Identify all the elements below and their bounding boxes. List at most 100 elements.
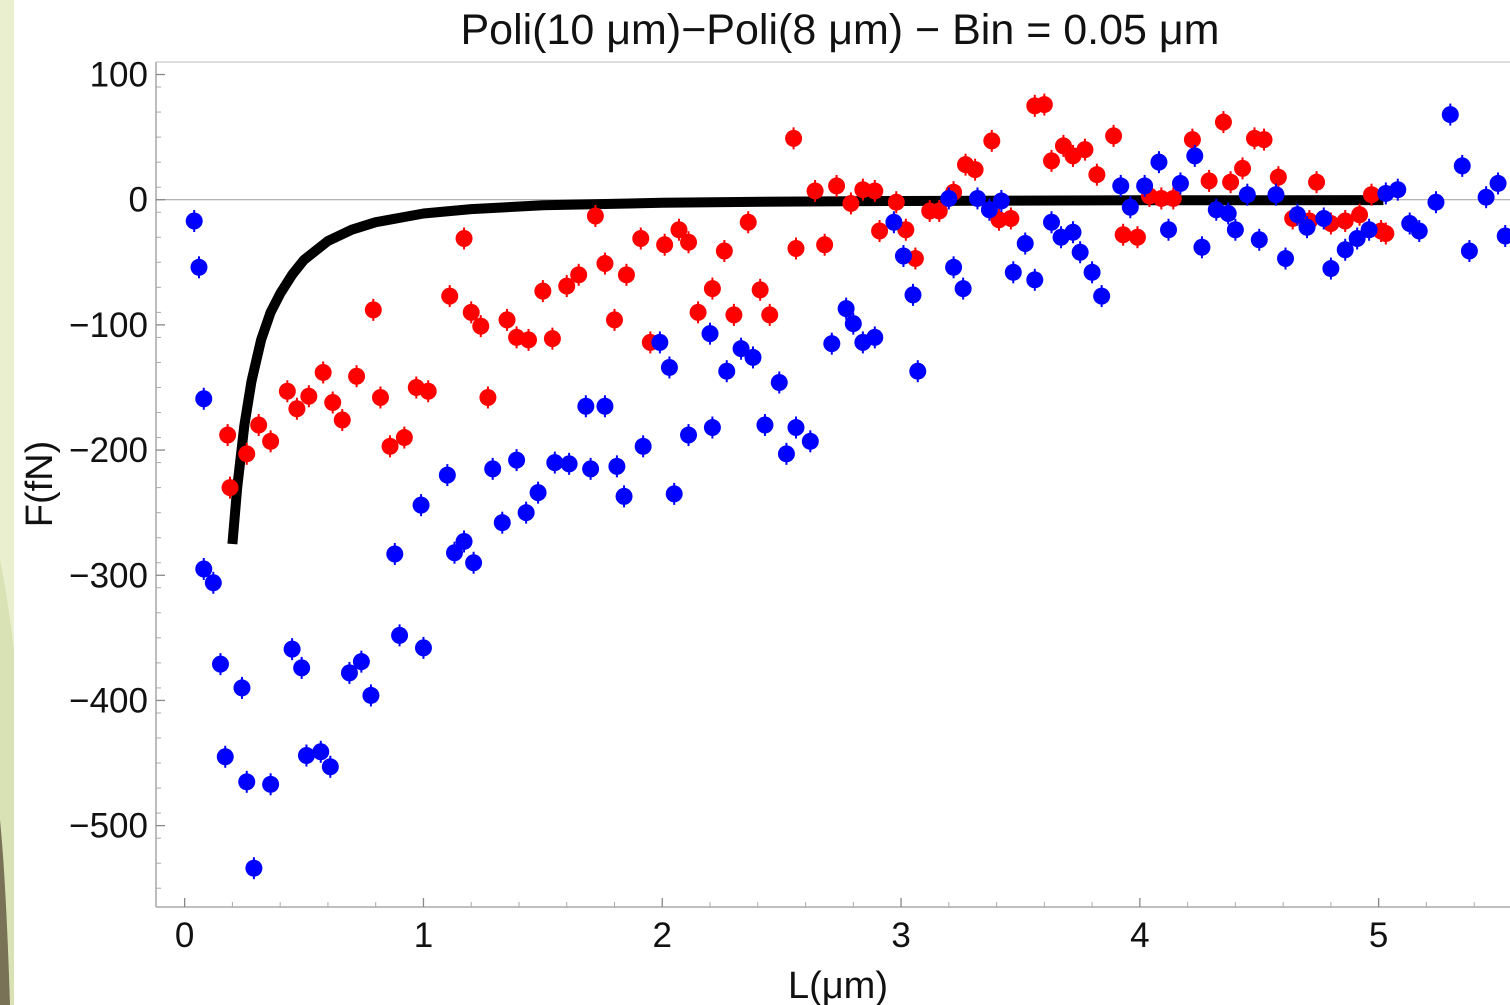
data-point [751, 281, 769, 299]
data-point [278, 382, 296, 400]
data-point [293, 659, 311, 677]
data-point [479, 388, 497, 406]
y-tick-label: 100 [90, 56, 148, 95]
data-point [670, 221, 688, 239]
data-point [1064, 223, 1082, 241]
data-point [381, 437, 399, 455]
data-point [656, 236, 674, 254]
data-point [1336, 241, 1354, 259]
x-tick-label: 0 [175, 916, 194, 955]
y-tick-label: −400 [69, 681, 148, 720]
data-point [1112, 177, 1130, 195]
data-point [608, 457, 626, 475]
data-point [543, 330, 561, 348]
data-point [968, 189, 986, 207]
data-point [441, 287, 459, 305]
data-point [455, 230, 473, 248]
data-point [866, 182, 884, 200]
data-point [1226, 221, 1244, 239]
data-point [992, 192, 1010, 210]
data-point [1150, 153, 1168, 171]
data-point [386, 545, 404, 563]
data-point [233, 679, 251, 697]
data-point [1026, 271, 1044, 289]
data-point [1269, 168, 1287, 186]
data-point [806, 182, 824, 200]
data-point [312, 743, 330, 761]
data-point [1489, 174, 1507, 192]
data-point [517, 504, 535, 522]
data-point [1076, 141, 1094, 159]
data-point [185, 212, 203, 230]
data-point [1348, 230, 1366, 248]
data-point [1315, 209, 1333, 227]
y-tick-label: −500 [69, 807, 148, 846]
data-point [634, 437, 652, 455]
y-tick-label: 0 [129, 181, 148, 220]
data-point [195, 390, 213, 408]
data-point [777, 445, 795, 463]
data-point [660, 358, 678, 376]
data-point [250, 416, 268, 434]
data-point [534, 282, 552, 300]
data-point [703, 280, 721, 298]
data-point [1234, 159, 1252, 177]
data-point [570, 266, 588, 284]
data-point [844, 315, 862, 333]
data-point [596, 255, 614, 273]
data-point [1136, 177, 1154, 195]
data-point [871, 222, 889, 240]
data-point [414, 639, 432, 657]
data-point [238, 445, 256, 463]
data-point [1171, 174, 1189, 192]
data-point [352, 653, 370, 671]
data-point [1121, 198, 1139, 216]
data-point [703, 419, 721, 437]
data-point [1152, 189, 1170, 207]
fit-curve [227, 195, 1384, 545]
data-point [221, 479, 239, 497]
data-point [1477, 188, 1495, 206]
data-point [1362, 186, 1380, 204]
data-point [651, 333, 669, 351]
data-point [1043, 152, 1061, 170]
data-point [615, 487, 633, 505]
data-point [823, 335, 841, 353]
x-tick-label: 1 [414, 916, 433, 955]
data-point [1186, 147, 1204, 165]
data-point [262, 432, 280, 450]
data-point [1200, 172, 1218, 190]
data-point [1322, 260, 1340, 278]
data-point [546, 454, 564, 472]
data-point [785, 129, 803, 147]
data-point [560, 455, 578, 473]
data-point [262, 775, 280, 793]
data-point [940, 189, 958, 207]
data-point [558, 277, 576, 295]
data-point [283, 640, 301, 658]
data-point [455, 532, 473, 550]
data-point [828, 177, 846, 195]
data-point [321, 758, 339, 776]
data-point [211, 655, 229, 673]
data-point [1267, 186, 1285, 204]
data-point [605, 311, 623, 329]
data-point [1105, 127, 1123, 145]
data-point [689, 303, 707, 321]
data-point [1277, 250, 1295, 268]
data-point [465, 554, 483, 572]
data-point [1250, 231, 1268, 249]
data-point [842, 194, 860, 212]
data-point [288, 400, 306, 418]
data-point [1083, 263, 1101, 281]
chart-title: Poli(10 μm)−Poli(8 μm) − Bin = 0.05 μm [460, 6, 1219, 54]
data-point [1298, 218, 1316, 236]
data-point [725, 306, 743, 324]
data-point [586, 207, 604, 225]
data-point [395, 429, 413, 447]
data-point [472, 317, 490, 335]
data-point [1389, 181, 1407, 199]
y-tick-label: −200 [69, 431, 148, 470]
data-point [980, 201, 998, 219]
